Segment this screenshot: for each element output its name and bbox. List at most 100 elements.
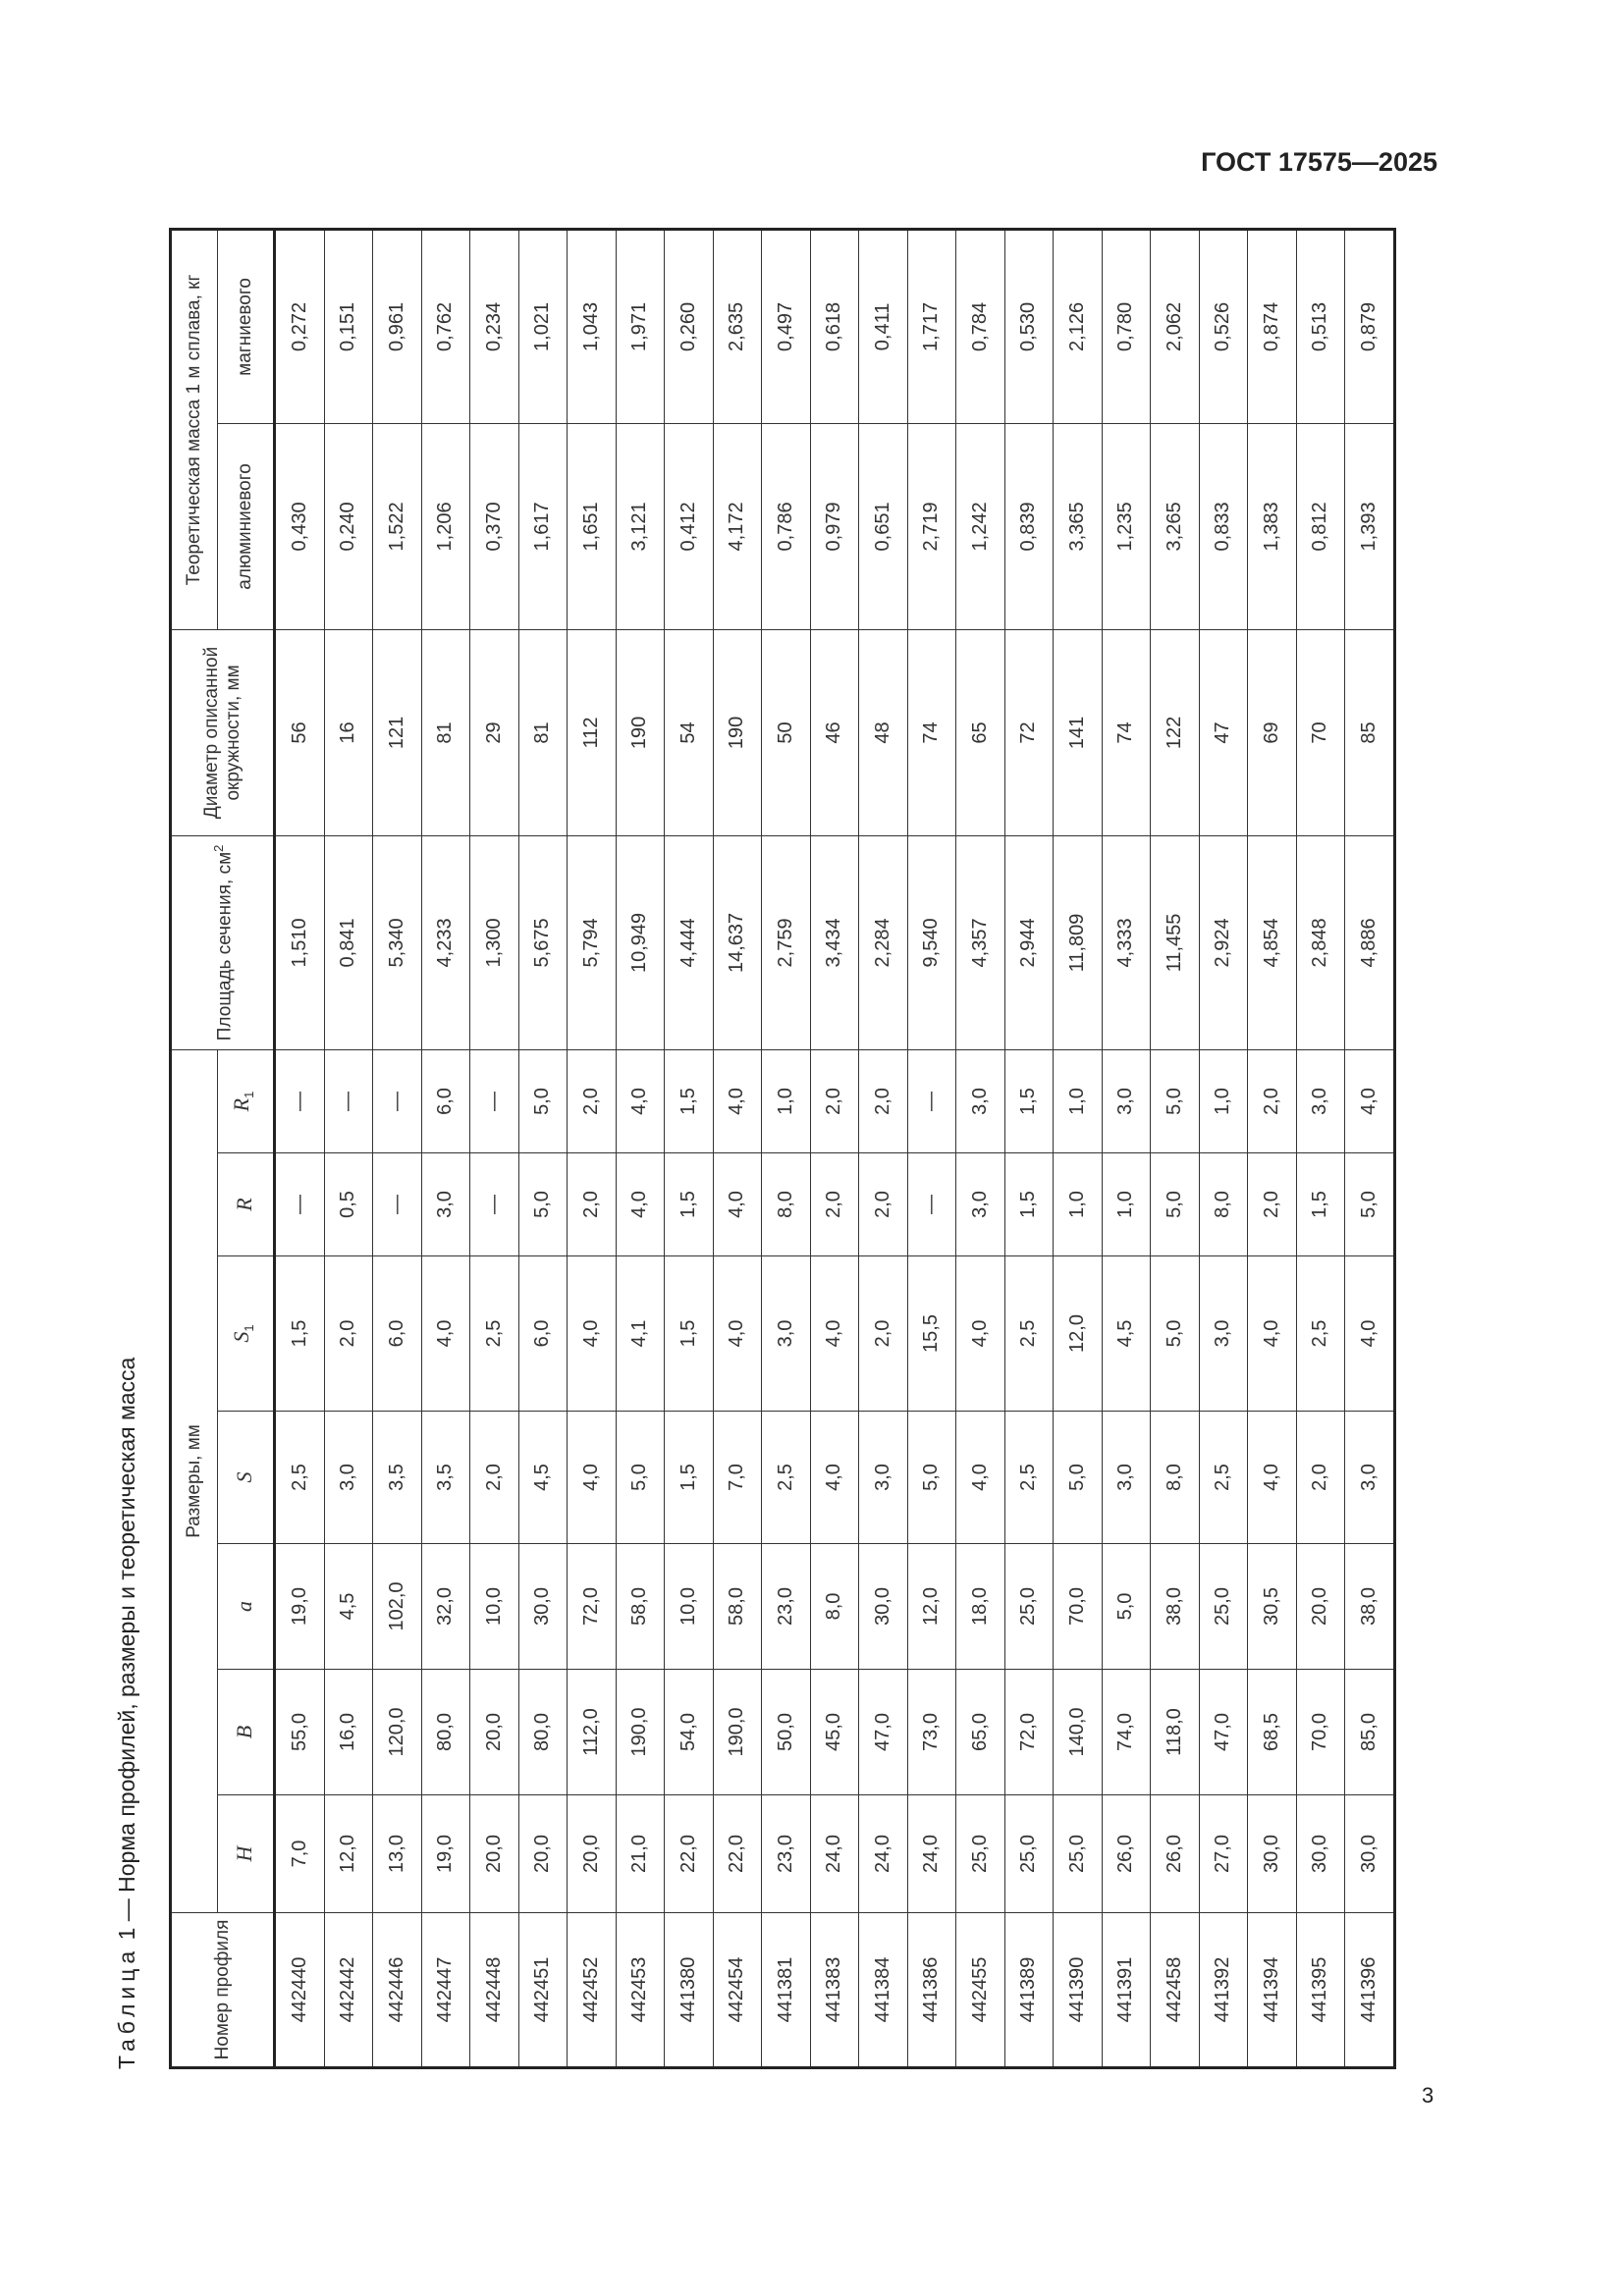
cell-R1: 5,0 — [518, 1049, 568, 1153]
cell-B: 118,0 — [1150, 1669, 1199, 1795]
cell-H: 25,0 — [1004, 1794, 1054, 1913]
cell-magnesium: 0,234 — [469, 229, 518, 424]
cell-H: 30,0 — [1247, 1794, 1296, 1913]
cell-S1: 6,0 — [372, 1255, 421, 1412]
cell-R1: 5,0 — [1150, 1049, 1199, 1153]
cell-aluminum: 0,651 — [858, 423, 907, 630]
cell-number: 442442 — [324, 1912, 373, 2068]
cell-a: 58,0 — [616, 1543, 665, 1670]
cell-a: 5,0 — [1102, 1543, 1151, 1670]
table-row: 441394 30,0 68,5 30,5 4,0 4,0 2,0 2,0 4,854 69 1,3… — [1247, 229, 1296, 2068]
cell-number: 442455 — [955, 1912, 1004, 2068]
cell-H: 12,0 — [324, 1794, 373, 1913]
page-number: 3 — [1422, 2083, 1435, 2108]
cell-diameter: 122 — [1150, 629, 1199, 836]
cell-S: 4,0 — [810, 1411, 859, 1544]
cell-R: 2,0 — [858, 1152, 907, 1256]
cell-diameter: 81 — [421, 629, 470, 836]
cell-R1: — — [274, 1049, 324, 1153]
cell-number: 441383 — [810, 1912, 859, 2068]
cell-diameter: 81 — [518, 629, 568, 836]
cell-B: 74,0 — [1102, 1669, 1151, 1795]
table-row: 441389 25,0 72,0 25,0 2,5 2,5 1,5 1,5 2,944 72 0,8… — [1004, 229, 1054, 2068]
cell-H: 26,0 — [1102, 1794, 1151, 1913]
cell-R: 5,0 — [518, 1152, 568, 1256]
cell-S: 4,0 — [567, 1411, 616, 1544]
cell-B: 120,0 — [372, 1669, 421, 1795]
cell-magnesium: 1,971 — [616, 229, 665, 424]
caption-title: — Норма профилей, размеры и теоретическа… — [114, 1357, 139, 1928]
cell-aluminum: 3,121 — [616, 423, 665, 630]
cell-number: 441396 — [1344, 1912, 1394, 2068]
cell-R: 3,0 — [955, 1152, 1004, 1256]
table-row: 442442 12,0 16,0 4,5 3,0 2,0 0,5—0,841 16 0,240 0… — [324, 229, 373, 2068]
cell-H: 19,0 — [421, 1794, 470, 1913]
cell-R1: 3,0 — [955, 1049, 1004, 1153]
cell-aluminum: 3,265 — [1150, 423, 1199, 630]
cell-S1: 4,5 — [1102, 1255, 1151, 1412]
cell-magnesium: 0,879 — [1344, 229, 1394, 424]
cell-diameter: 47 — [1199, 629, 1248, 836]
cell-area: 10,949 — [616, 835, 665, 1050]
cell-B: 47,0 — [858, 1669, 907, 1795]
table-row: 441390 25,0 140,0 70,0 5,0 12,0 1,0 1,0 11,809 14… — [1053, 229, 1102, 2068]
cell-aluminum: 1,383 — [1247, 423, 1296, 630]
table-row: 442455 25,0 65,0 18,0 4,0 4,0 3,0 3,0 4,357 65 1,2… — [955, 229, 1004, 2068]
cell-number: 441395 — [1296, 1912, 1345, 2068]
cell-area: 1,510 — [274, 835, 324, 1050]
cell-magnesium: 0,618 — [810, 229, 859, 424]
cell-diameter: 141 — [1053, 629, 1102, 836]
cell-S1: 4,0 — [567, 1255, 616, 1412]
cell-B: 45,0 — [810, 1669, 859, 1795]
cell-R: — — [907, 1152, 956, 1256]
cell-area: 4,444 — [664, 835, 713, 1050]
cell-a: 10,0 — [469, 1543, 518, 1670]
cell-number: 442446 — [372, 1912, 421, 2068]
cell-R1: 4,0 — [1344, 1049, 1394, 1153]
cell-magnesium: 1,021 — [518, 229, 568, 424]
cell-H: 23,0 — [761, 1794, 810, 1913]
cell-R: 1,0 — [1102, 1152, 1151, 1256]
cell-H: 30,0 — [1344, 1794, 1394, 1913]
cell-number: 441391 — [1102, 1912, 1151, 2068]
standard-designation: ГОСТ 17575—2025 — [1201, 147, 1437, 177]
cell-R1: 1,0 — [761, 1049, 810, 1153]
cell-number: 441390 — [1053, 1912, 1102, 2068]
cell-S: 2,5 — [274, 1411, 324, 1544]
cell-S: 3,5 — [421, 1411, 470, 1544]
cell-R: 2,0 — [567, 1152, 616, 1256]
cell-H: 7,0 — [274, 1794, 324, 1913]
cell-S: 4,0 — [1247, 1411, 1296, 1544]
cell-area: 0,841 — [324, 835, 373, 1050]
cell-number: 441384 — [858, 1912, 907, 2068]
table-row: 442440 7,0 55,0 19,0 2,5 1,5— —1,510 56 0,430 0,2… — [274, 229, 324, 2068]
cell-aluminum: 0,370 — [469, 423, 518, 630]
table-row: 442452 20,0 112,0 72,0 4,0 4,0 2,0 2,0 5,794 112 1… — [567, 229, 616, 2068]
cell-S1: 1,5 — [664, 1255, 713, 1412]
cell-aluminum: 4,172 — [713, 423, 762, 630]
cell-a: 20,0 — [1296, 1543, 1345, 1670]
cell-S1: 2,0 — [858, 1255, 907, 1412]
cell-H: 24,0 — [858, 1794, 907, 1913]
cell-R: 2,0 — [810, 1152, 859, 1256]
table-row: 442454 22,0 190,0 58,0 7,0 4,0 4,0 4,0 14,637 190… — [713, 229, 762, 2068]
cell-area: 5,340 — [372, 835, 421, 1050]
cell-B: 80,0 — [421, 1669, 470, 1795]
cell-diameter: 190 — [713, 629, 762, 836]
cell-R: 1,5 — [1296, 1152, 1345, 1256]
table-row: 441395 30,0 70,0 20,0 2,0 2,5 1,5 3,0 2,848 70 0,8… — [1296, 229, 1345, 2068]
cell-number: 442454 — [713, 1912, 762, 2068]
header-B: B — [217, 1669, 275, 1795]
cell-area: 4,886 — [1344, 835, 1394, 1050]
cell-diameter: 29 — [469, 629, 518, 836]
cell-a: 23,0 — [761, 1543, 810, 1670]
cell-B: 55,0 — [274, 1669, 324, 1795]
cell-a: 25,0 — [1004, 1543, 1054, 1670]
cell-a: 72,0 — [567, 1543, 616, 1670]
cell-S1: 6,0 — [518, 1255, 568, 1412]
cell-R1: 2,0 — [858, 1049, 907, 1153]
cell-a: 30,0 — [858, 1543, 907, 1670]
cell-number: 441389 — [1004, 1912, 1054, 2068]
cell-a: 18,0 — [955, 1543, 1004, 1670]
cell-a: 38,0 — [1150, 1543, 1199, 1670]
